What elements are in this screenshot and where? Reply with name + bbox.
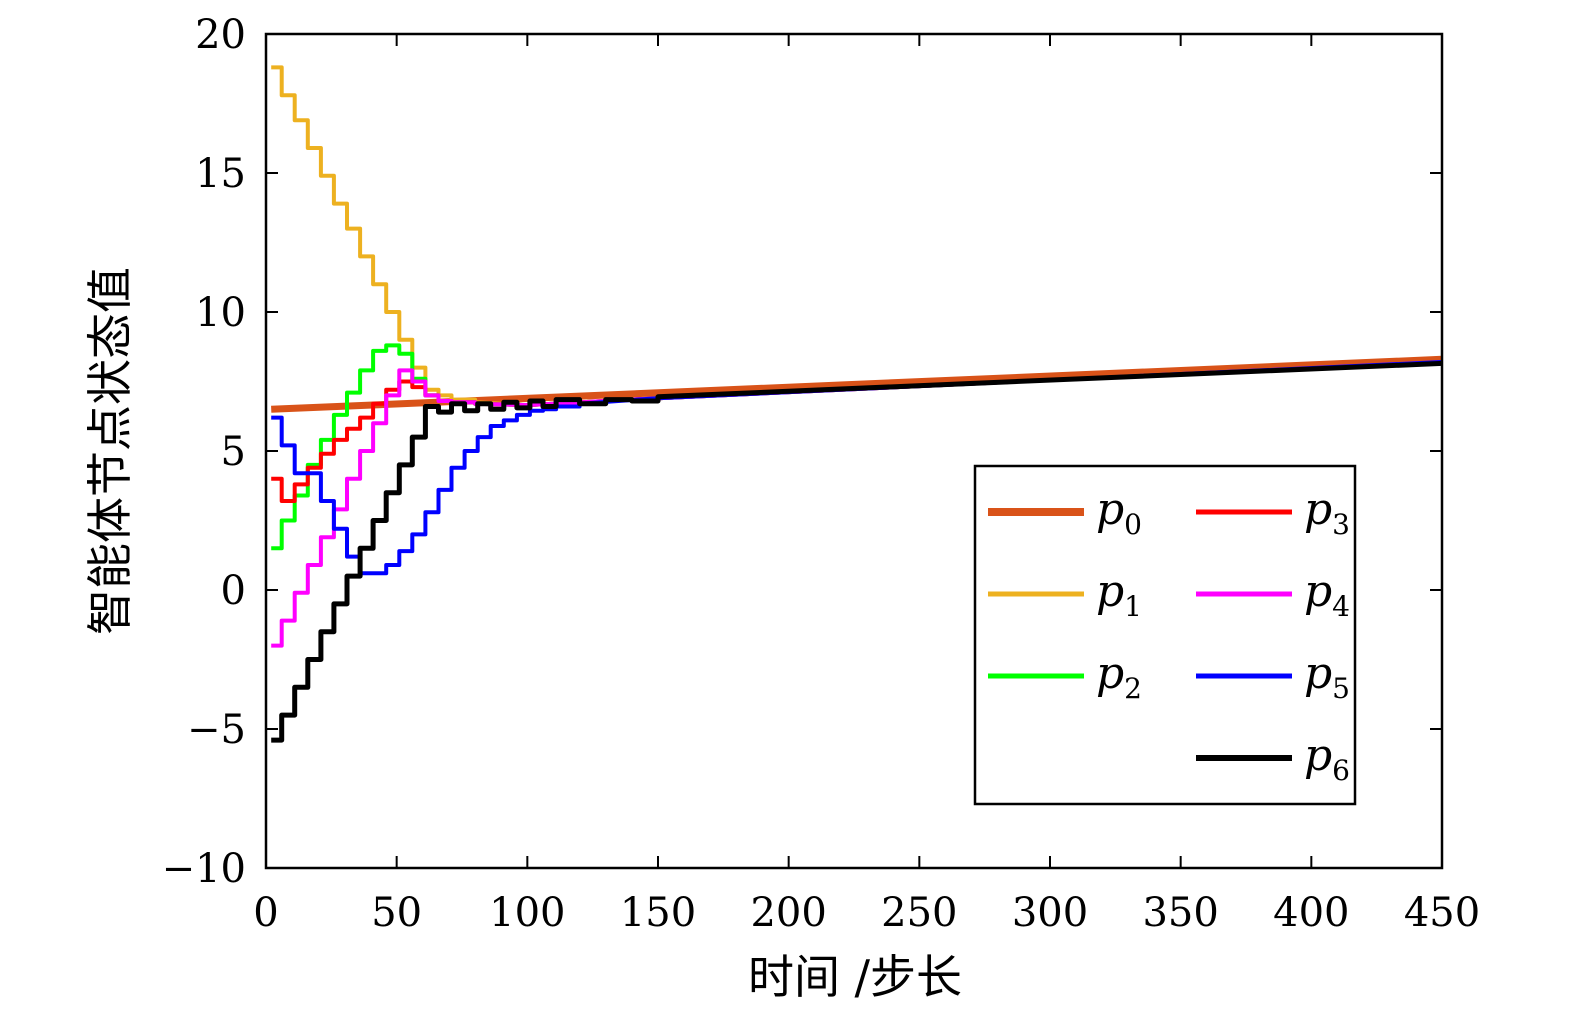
x-tick-label: 0 — [253, 890, 278, 936]
x-tick-label: 400 — [1273, 890, 1349, 936]
legend-label-p1: p1 — [1096, 566, 1142, 623]
series-line-p1 — [271, 65, 1443, 408]
y-tick-label: −10 — [162, 846, 246, 892]
y-tick-label: 0 — [221, 568, 246, 614]
x-tick-label: 200 — [750, 890, 826, 936]
x-tick-label: 250 — [881, 890, 957, 936]
tick-layer: 0 50 100 150 200 250 300 350 400 450 −10 −5 0 5 10 15 20 — [162, 12, 1481, 936]
x-tick-label: 100 — [489, 890, 565, 936]
x-tick-label: 450 — [1404, 890, 1480, 936]
series-line-p5 — [271, 360, 1443, 576]
legend-label-p0: p0 — [1096, 484, 1142, 541]
y-tick-label: 5 — [221, 429, 246, 475]
x-tick-label: 300 — [1012, 890, 1088, 936]
y-tick-label: 10 — [195, 290, 246, 336]
legend-label-p4: p4 — [1304, 566, 1350, 623]
x-tick-label: 350 — [1142, 890, 1218, 936]
x-axis-title: 时间 /步长 — [748, 950, 962, 1004]
y-tick-label: −5 — [187, 707, 246, 753]
series-line-p6 — [271, 360, 1443, 743]
legend-label-p6: p6 — [1304, 730, 1350, 787]
y-axis-title: 智能体节点状态值 — [83, 267, 137, 635]
x-tick-label: 150 — [620, 890, 696, 936]
series-layer — [271, 65, 1443, 743]
legend-label-p5: p5 — [1304, 648, 1350, 705]
y-tick-label: 15 — [195, 151, 246, 197]
y-tick-label: 20 — [195, 12, 246, 58]
x-tick-label: 50 — [371, 890, 422, 936]
legend-frame — [973, 464, 1357, 806]
legend-label-p3: p3 — [1304, 484, 1350, 541]
